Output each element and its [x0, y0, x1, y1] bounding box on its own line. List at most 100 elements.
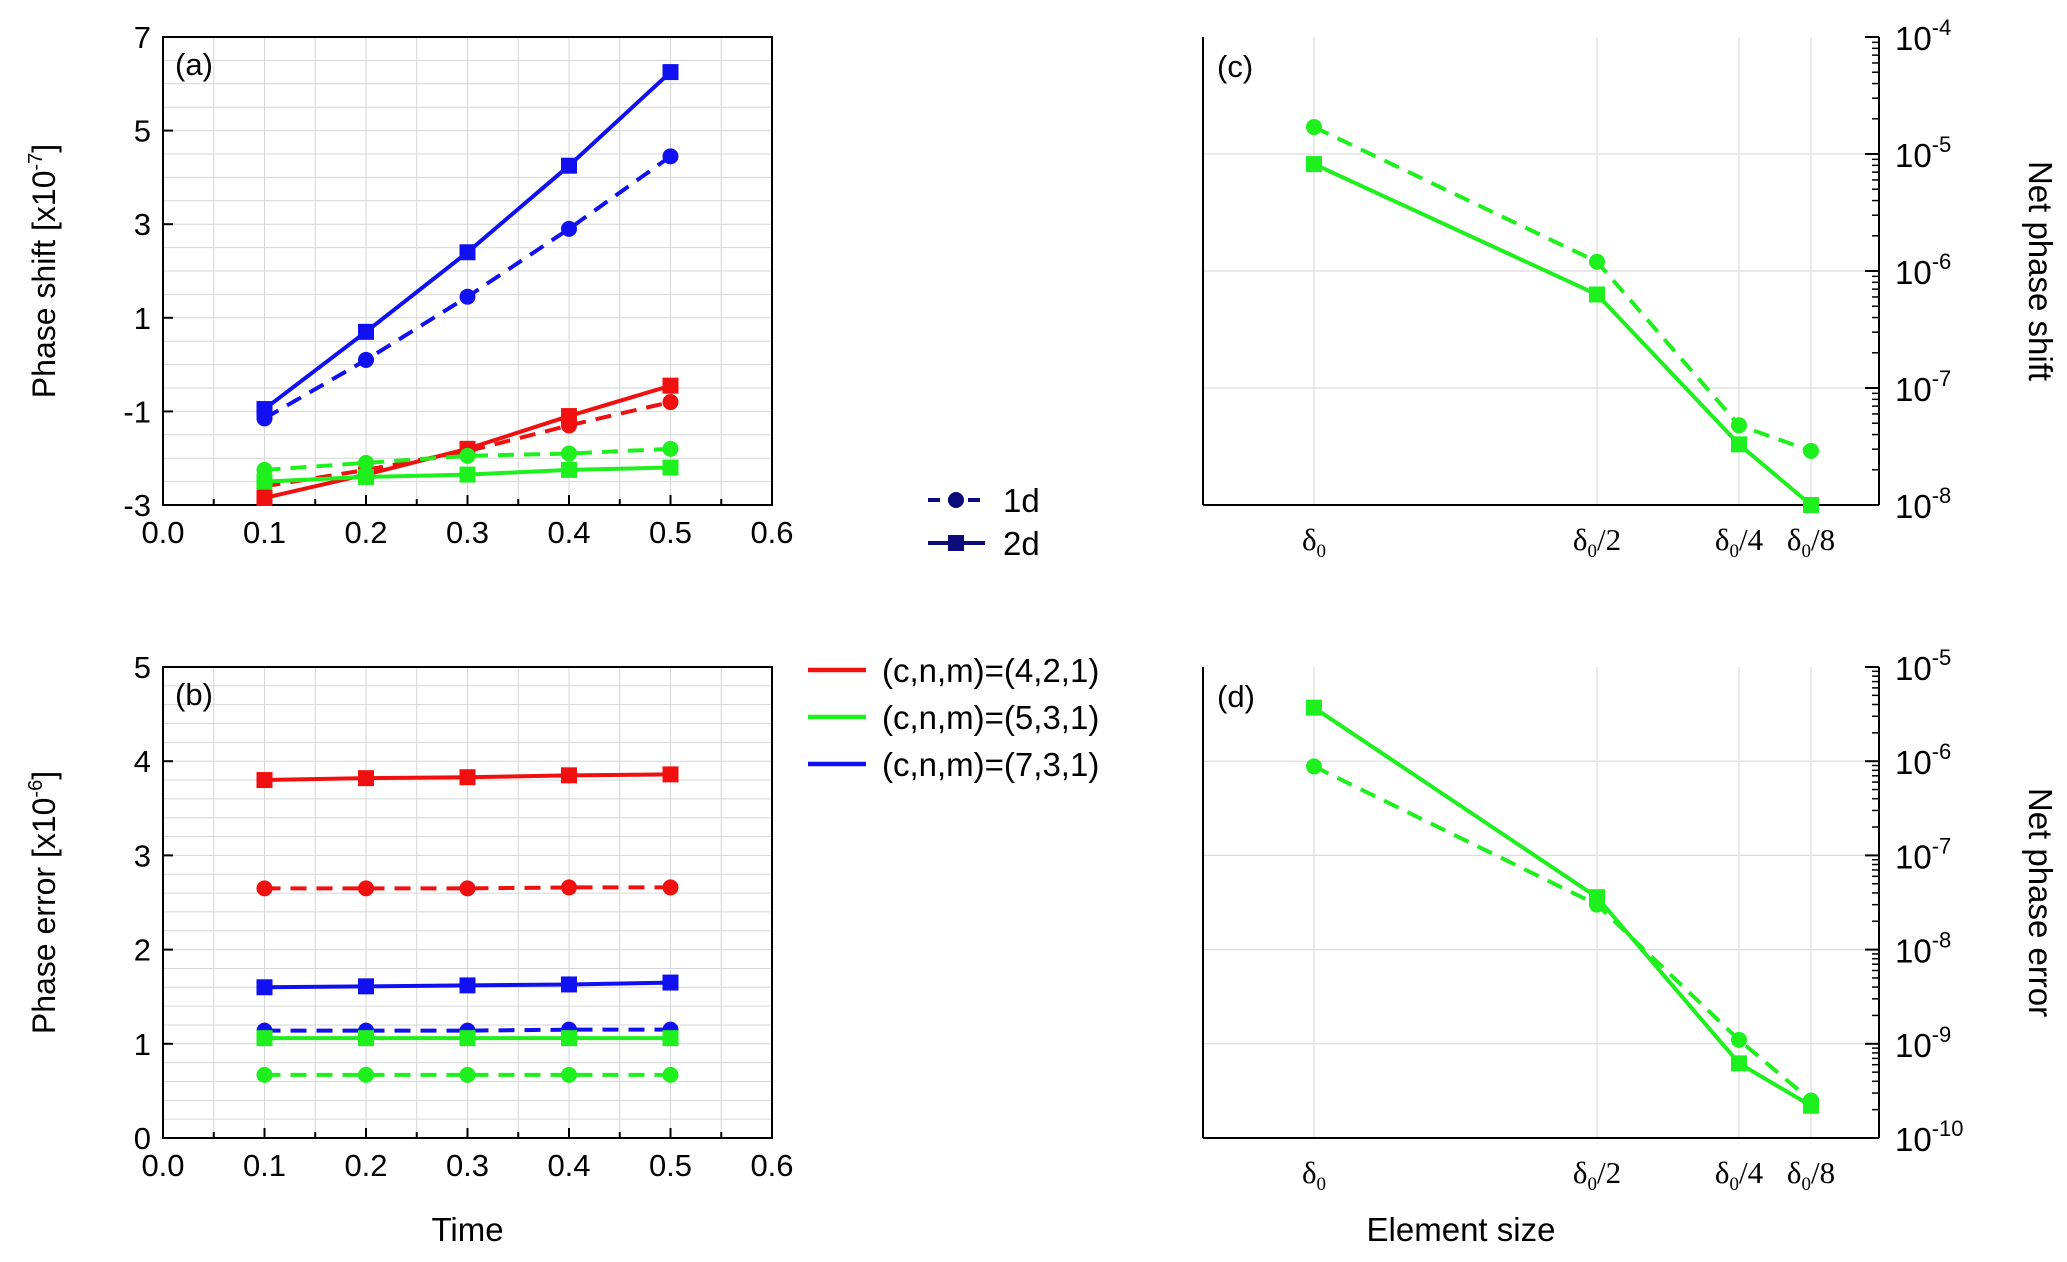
panel-b: 0.0 0.1 0.2 0.3 0.4 0.5 0.6 0 1 2 3 4 5 (b) Phase erro… [25, 650, 794, 1248]
data-point [1731, 417, 1747, 434]
data-point [561, 417, 577, 434]
series--7-3-1-1d [256, 148, 679, 427]
data-point [256, 979, 273, 996]
data-point [1306, 758, 1322, 775]
x-tick-tail: /2 [1597, 522, 1621, 557]
data-point [1803, 497, 1819, 513]
data-point [256, 461, 273, 478]
data-point [459, 447, 476, 464]
x-tick-subscript: 0 [1587, 1174, 1597, 1195]
data-point [256, 410, 273, 427]
legend-entry-2d: 2d [928, 525, 1040, 562]
series--7-3-1-2d [256, 974, 679, 996]
data-point [256, 772, 273, 789]
y-axis-label: Net phase shift [2022, 161, 2059, 381]
x-tick-tail: /8 [1811, 522, 1835, 557]
x-tick-base: δ [1787, 522, 1802, 557]
y-tick-label: 10-7 [1895, 366, 1951, 408]
series-line [264, 885, 671, 891]
data-point [1731, 1031, 1747, 1048]
series-line [1312, 706, 1813, 1108]
grid [163, 37, 772, 505]
data-point [358, 1066, 374, 1083]
x-tick-label: 0.6 [750, 515, 793, 550]
y-tick-label: 10-7 [1895, 833, 1951, 875]
x-tick-label: 0.2 [344, 515, 387, 550]
series-line [264, 446, 671, 472]
x-tick-subscript: 0 [1317, 1174, 1327, 1195]
y-tick-base: 10 [1895, 371, 1932, 408]
data-point [662, 1030, 679, 1047]
y-axis-label: Net phase error [2022, 788, 2059, 1017]
x-axis-label: Time [431, 1211, 503, 1248]
x-tick-base: δ [1573, 522, 1588, 557]
data-point [1306, 156, 1322, 173]
y-tick-base: 10 [1895, 137, 1932, 174]
data-point [561, 445, 577, 462]
data-point [1306, 119, 1322, 136]
x-axis-label: Element size [1367, 1211, 1556, 1248]
x-tick-label: δ0 [1302, 1155, 1326, 1195]
y-tick-exponent: -5 [1932, 132, 1952, 157]
data-point [561, 461, 577, 478]
panel-c: 10-810-710-610-510-4δ0 δ0/2 δ0/4 δ0/8(c)Net… [1202, 15, 2059, 562]
data-point [358, 978, 374, 995]
data-point [459, 288, 476, 305]
data-point [662, 148, 679, 165]
data-point [358, 468, 374, 485]
x-tick-base: δ [1715, 1155, 1730, 1190]
data-point [662, 64, 679, 81]
y-tick-label: 10-8 [1895, 928, 1951, 970]
data-point [256, 473, 273, 490]
data-point [561, 767, 577, 784]
x-tick-subscript: 0 [1801, 541, 1811, 562]
y-tick-exponent: -7 [1932, 833, 1952, 858]
x-tick-label: 0.0 [141, 1148, 184, 1183]
data-point [459, 977, 476, 994]
data-point [358, 454, 374, 471]
y-tick-exponent: -7 [1932, 366, 1952, 391]
legend-series: (c,n,m)=(4,2,1) (c,n,m)=(5,3,1) (c,n,m)=(7… [808, 652, 1099, 783]
series-1d [1306, 119, 1819, 459]
x-tick-base: δ [1302, 522, 1317, 557]
data-point [1731, 436, 1747, 453]
legend-label: (c,n,m)=(7,3,1) [882, 746, 1099, 783]
y-tick-label: 10-8 [1895, 483, 1951, 525]
y-axis-label: Phase error [x10-6] [25, 771, 62, 1034]
y-tick-label: 10-6 [1895, 739, 1951, 781]
series-line [1313, 162, 1813, 507]
y-tick-label: 0 [134, 1121, 151, 1156]
y-tick-exponent: -10 [1932, 1116, 1964, 1141]
y-tick-exponent: -8 [1932, 928, 1952, 953]
legend-label: (c,n,m)=(4,2,1) [882, 652, 1099, 689]
y-tick-label: 5 [134, 114, 151, 149]
y-tick-label: 10-5 [1895, 132, 1951, 174]
data-point [256, 1030, 273, 1047]
data-point [358, 880, 374, 897]
data-point [256, 489, 273, 506]
data-point [459, 769, 476, 786]
x-tick-label: δ0/8 [1787, 522, 1835, 562]
series--4-2-1-2d [256, 766, 679, 789]
legend-marker [948, 492, 964, 508]
y-tick-base: 10 [1895, 838, 1932, 875]
x-tick-base: δ [1787, 1155, 1802, 1190]
data-point [662, 459, 679, 476]
data-point [459, 1066, 476, 1083]
data-point [459, 466, 476, 483]
data-point [561, 1066, 577, 1083]
series--4-2-1-1d [256, 879, 679, 897]
x-tick-label: 0.3 [446, 515, 489, 550]
data-point [1589, 896, 1605, 913]
series--5-3-1-1d [256, 440, 679, 478]
data-point [561, 879, 577, 896]
data-point [561, 220, 577, 237]
y-tick-label: -3 [123, 488, 151, 523]
y-tick-label: -1 [123, 394, 151, 429]
x-tick-tail: /4 [1739, 1155, 1764, 1190]
y-axis-label: Phase shift [x10-7] [25, 144, 62, 398]
data-point [358, 770, 374, 787]
legend-entry: (c,n,m)=(4,2,1) [808, 652, 1099, 689]
